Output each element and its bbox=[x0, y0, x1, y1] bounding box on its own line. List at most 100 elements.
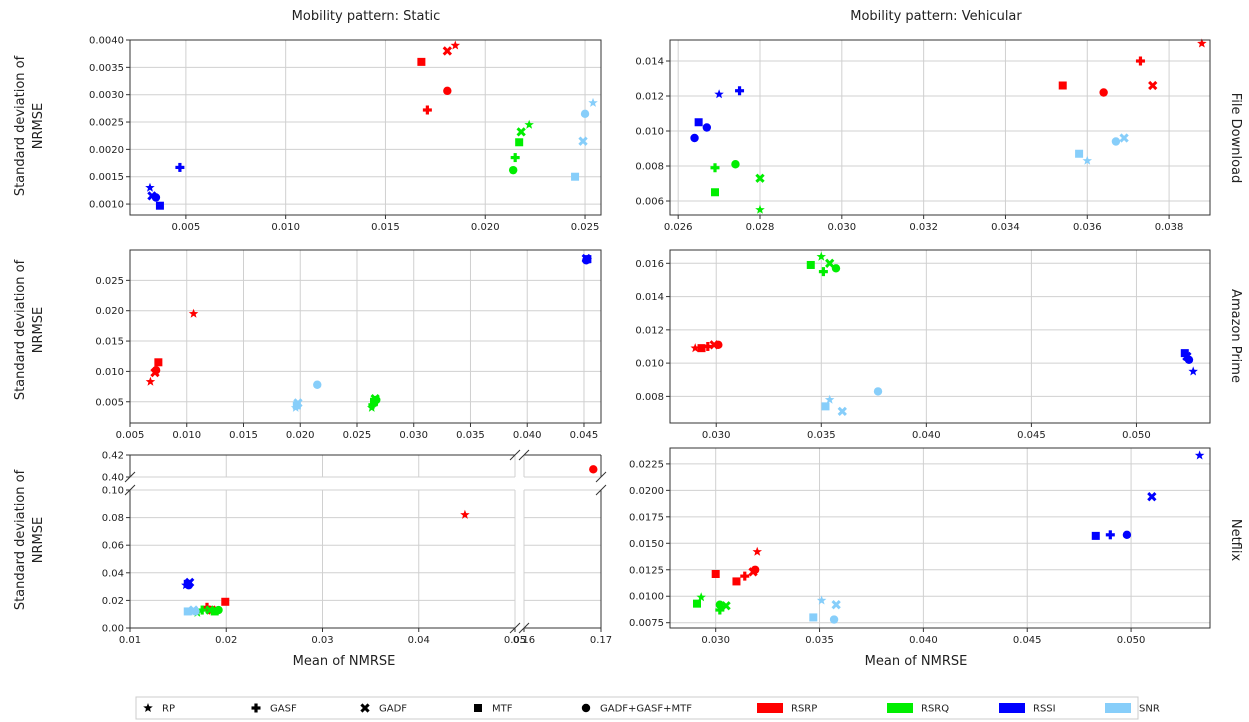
x-tick-label: 0.035 bbox=[805, 635, 834, 646]
data-point-snr-circle bbox=[580, 109, 590, 119]
data-point-rsrp-star bbox=[1197, 38, 1207, 48]
plot-area bbox=[670, 40, 1210, 215]
y-tick-label: 0.00 bbox=[102, 624, 124, 635]
x-tick-label: 0.038 bbox=[1155, 222, 1184, 233]
legend-swatch-rsrq bbox=[887, 703, 913, 713]
data-point-rssi-circle bbox=[151, 193, 161, 202]
y-tick-label: 0.014 bbox=[635, 292, 664, 303]
axis-break-mark bbox=[595, 471, 607, 483]
row-label-netflix: Netflix bbox=[1228, 519, 1243, 562]
x-tick-label: 0.030 bbox=[827, 222, 856, 233]
data-point-rsrp-circle bbox=[750, 565, 760, 574]
x-tick-label: 0.05 bbox=[504, 635, 526, 646]
x-tick-label: 0.025 bbox=[571, 222, 600, 233]
y-tick-label: 0.0200 bbox=[629, 486, 664, 497]
x-tick-label: 0.17 bbox=[590, 635, 612, 646]
x-tick-label: 0.015 bbox=[371, 222, 400, 233]
y-tick-label: 0.014 bbox=[635, 57, 664, 68]
legend-swatch-rssi bbox=[999, 703, 1025, 713]
data-point-rssi-plus bbox=[735, 86, 745, 96]
axis-break-mark bbox=[518, 449, 530, 461]
x-tick-label: 0.020 bbox=[286, 430, 315, 441]
data-point-snr-circle bbox=[1111, 137, 1121, 146]
legend-marker-gasf bbox=[251, 703, 261, 713]
subplot-panels: 0.005 0.010 0.015 0.020 0.025 0.0010 0.0015 0.0… bbox=[89, 36, 1211, 646]
subplot-2: 0.005 0.010 0.015 0.020 0.025 0.030 0.035 0.040… bbox=[95, 249, 602, 441]
plot-frame bbox=[129, 249, 602, 424]
legend-label: RSRP bbox=[791, 704, 817, 715]
legend-marker-gadf-gasf-mtf bbox=[581, 703, 591, 713]
x-tick-label: 0.045 bbox=[1017, 430, 1046, 441]
data-point-snr-square bbox=[571, 172, 580, 181]
x-tick-label: 0.040 bbox=[912, 430, 941, 441]
y-tick-label: 0.10 bbox=[102, 486, 124, 497]
plot-area bbox=[130, 250, 601, 423]
data-point-rsrp-circle bbox=[151, 365, 161, 375]
legend-label: RSSI bbox=[1033, 704, 1056, 715]
y-tick-label: 0.0150 bbox=[629, 539, 664, 550]
subplot-1: 0.026 0.028 0.030 0.032 0.034 0.036 0.038 0.006… bbox=[635, 38, 1211, 233]
data-point-snr-star bbox=[816, 595, 827, 605]
data-point-rsrp-square bbox=[711, 570, 720, 578]
x-tick-label: 0.035 bbox=[456, 430, 485, 441]
axis-break-mark bbox=[518, 622, 530, 634]
data-point-rsrp-plus bbox=[740, 571, 750, 581]
y-tick-label: 0.08 bbox=[102, 513, 124, 524]
legend-label: GASF bbox=[270, 704, 297, 715]
x-tick-label: 0.005 bbox=[172, 222, 201, 233]
col-title-static: Mobility pattern: Static bbox=[292, 9, 441, 24]
data-point-rsrq-plus bbox=[818, 267, 828, 277]
y-tick-label: 0.06 bbox=[102, 541, 124, 552]
x-tick-label: 0.045 bbox=[570, 430, 599, 441]
data-point-rsrp-square bbox=[221, 597, 230, 606]
y-tick-label: 0.0035 bbox=[89, 63, 124, 74]
legend-label: RSRQ bbox=[921, 704, 949, 715]
x-tick-label: 0.010 bbox=[271, 222, 300, 233]
subplot-5: 0.030 0.035 0.040 0.045 0.050 0.0075 0.0100 0.0… bbox=[629, 447, 1211, 646]
legend-swatch-rsrp bbox=[757, 703, 783, 713]
data-point-snr-square bbox=[809, 613, 818, 622]
legend-label: SNR bbox=[1139, 704, 1160, 715]
xlabel-static: Mean of NMRSE bbox=[293, 654, 396, 669]
data-point-rsrq-star bbox=[524, 119, 534, 129]
legend-marker-rp bbox=[143, 703, 153, 712]
ylabel-line1: Standard deviation of bbox=[13, 259, 28, 400]
data-point-rsrp-star bbox=[460, 509, 470, 519]
y-tick-label: 0.0010 bbox=[89, 200, 124, 211]
y-tick-label: 0.012 bbox=[635, 325, 664, 336]
ylabel-line1: Standard deviation of bbox=[13, 55, 28, 196]
legend-marker-mtf bbox=[474, 704, 482, 712]
x-tick-label: 0.03 bbox=[311, 635, 333, 646]
ylabel-row-2: Standard deviation of NRMSE bbox=[13, 259, 46, 400]
plot-frame bbox=[129, 39, 602, 216]
data-point-rsrp-star bbox=[752, 546, 762, 556]
legend: RP GASF GADF MTF GADF+GASF+MTF RSRP RSRQ RSSI SN… bbox=[135, 696, 1160, 720]
y-tick-label: 0.006 bbox=[635, 197, 664, 208]
plot-frame bbox=[669, 39, 1211, 216]
data-point-rsrq-square bbox=[693, 599, 701, 608]
axis-break-mark bbox=[595, 484, 607, 496]
y-tick-label: 0.02 bbox=[102, 596, 124, 607]
data-point-snr-square bbox=[821, 402, 830, 411]
data-point-rsrp-plus bbox=[422, 105, 432, 115]
x-tick-label: 0.050 bbox=[1117, 635, 1146, 646]
data-point-rsrq-x bbox=[825, 258, 835, 268]
data-point-snr-circle bbox=[829, 615, 839, 624]
x-tick-label: 0.045 bbox=[1013, 635, 1042, 646]
data-point-rsrp-star bbox=[450, 40, 461, 50]
ylabel-line2: NRMSE bbox=[31, 103, 46, 149]
y-tick-label: 0.020 bbox=[95, 306, 124, 317]
data-point-rssi-x bbox=[1147, 492, 1157, 502]
x-tick-label: 0.01 bbox=[119, 635, 141, 646]
legend-swatch-snr bbox=[1105, 703, 1131, 713]
data-point-rsrp-plus bbox=[703, 341, 713, 351]
data-point-rsrq-square bbox=[711, 188, 719, 197]
data-point-snr-star bbox=[824, 394, 835, 404]
data-point-snr-x bbox=[837, 406, 847, 417]
data-point-rssi-star bbox=[1188, 366, 1198, 376]
y-tick-label: 0.0175 bbox=[629, 512, 664, 523]
plot-area bbox=[670, 448, 1210, 628]
data-point-rsrq-plus bbox=[510, 153, 520, 163]
row-label-amazon-prime: Amazon Prime bbox=[1228, 289, 1243, 383]
